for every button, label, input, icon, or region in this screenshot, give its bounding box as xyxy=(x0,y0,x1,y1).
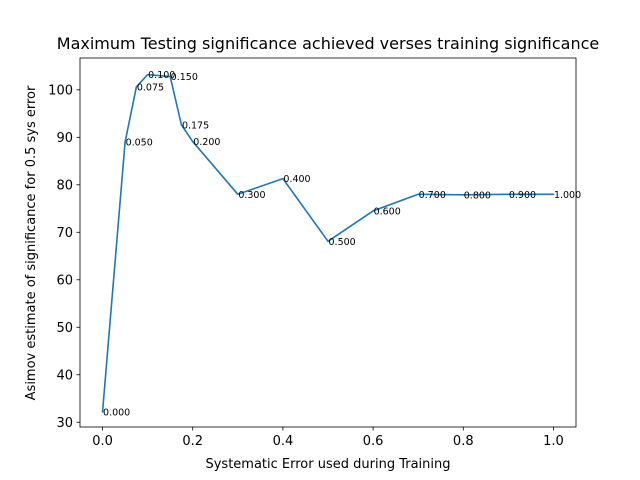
y-tick-label: 80 xyxy=(56,178,73,193)
axes-frame xyxy=(79,57,577,428)
data-point-label: 0.050 xyxy=(126,138,153,149)
y-tick-label: 100 xyxy=(48,83,73,98)
y-tick-label: 50 xyxy=(56,321,73,336)
data-point-label: 1.000 xyxy=(554,190,581,201)
data-point xyxy=(372,210,374,212)
x-tick-label: 0.6 xyxy=(363,434,384,449)
data-point xyxy=(417,193,419,196)
x-tick-label: 0.4 xyxy=(273,434,294,449)
data-point xyxy=(507,193,510,196)
data-point xyxy=(135,86,138,88)
data-point xyxy=(191,140,194,143)
y-tick-label: 70 xyxy=(56,226,73,241)
data-point-label: 0.000 xyxy=(103,407,130,418)
data-point-label: 0.150 xyxy=(171,72,198,83)
data-point-label: 0.700 xyxy=(419,190,446,201)
chart-title: Maximum Testing significance achieved ve… xyxy=(57,34,599,53)
data-point-label: 0.600 xyxy=(374,206,401,217)
x-tick-label: 1.0 xyxy=(543,434,564,449)
data-point xyxy=(552,193,555,196)
data-point-label: 0.100 xyxy=(148,70,175,81)
data-point xyxy=(237,193,239,196)
data-point xyxy=(462,193,465,196)
data-point-label: 0.300 xyxy=(238,190,265,201)
y-tick-label: 40 xyxy=(56,368,73,383)
data-point xyxy=(180,124,183,126)
data-point xyxy=(282,177,284,180)
x-tick-label: 0.0 xyxy=(92,434,113,449)
data-point xyxy=(327,240,329,243)
data-point xyxy=(101,411,104,413)
data-point-label: 0.900 xyxy=(509,190,536,201)
data-point xyxy=(169,75,171,78)
data-point xyxy=(146,73,149,76)
data-point-label: 0.200 xyxy=(193,137,220,148)
data-point xyxy=(124,141,126,143)
data-point-label: 0.800 xyxy=(464,190,491,201)
data-point-label: 0.075 xyxy=(137,82,164,93)
y-tick-label: 60 xyxy=(56,273,73,288)
y-tick-label: 90 xyxy=(56,131,73,146)
data-point-label: 0.175 xyxy=(182,120,209,131)
x-tick-label: 0.2 xyxy=(182,434,203,449)
x-tick-label: 0.8 xyxy=(453,434,474,449)
data-point-label: 0.500 xyxy=(329,237,356,248)
y-tick-label: 30 xyxy=(56,416,73,431)
plot-area xyxy=(80,58,576,427)
y-axis-label: Asimov estimate of significance for 0.5 … xyxy=(24,85,39,400)
x-axis-label: Systematic Error used during Training xyxy=(205,457,450,472)
data-point-label: 0.400 xyxy=(283,174,310,185)
